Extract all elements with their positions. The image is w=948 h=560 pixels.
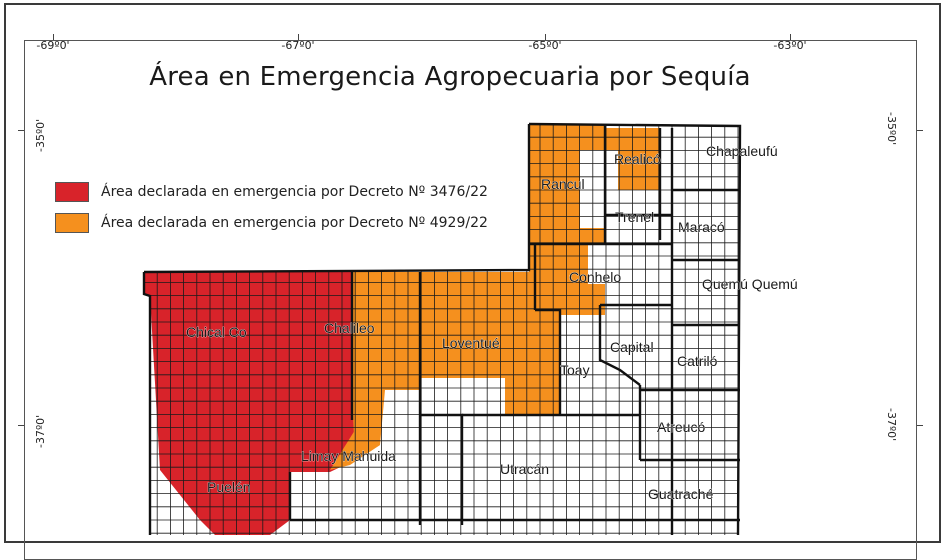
dept-label-toay: Toay [560,362,590,378]
dept-label-marac-: Maracó [678,219,725,235]
dept-label-limay-mahuida: Limay Mahuida [301,448,396,464]
graticule-label-top-2: -67º0' [281,39,315,52]
dept-label-loventu-: Loventué [442,335,500,351]
department-labels: Chapaleufú Realicó Rancul Trenel Maracó Conhe… [186,143,798,503]
dept-label-capital: Capital [610,339,654,355]
tick-top-3 [545,34,546,40]
tick-left-2 [18,425,24,426]
legend-label-decree-3476: Área declarada en emergencia por Decreto… [101,184,488,200]
tick-top-4 [790,34,791,40]
graticule-label-top-4: -63º0' [773,39,807,52]
dept-label-conhelo: Conhelo [569,269,621,285]
dept-label-realic-: Realicó [614,151,661,167]
dept-label-guatrach-: Guatraché [648,486,714,502]
legend-label-decree-4929: Área declarada en emergencia por Decreto… [101,215,488,231]
dept-label-chapaleuf-: Chapaleufú [706,143,778,159]
dept-label-catril-: Catriló [677,353,718,369]
area-orange-chalileo-loventue-conhelo [352,244,605,460]
department-border [142,272,152,535]
legend-item-decree-4929: Área declarada en emergencia por Decreto… [55,212,488,234]
department-border [535,308,562,415]
dept-label-puel-n: Puelén [207,479,251,495]
tick-top-1 [53,34,54,40]
dept-label-utrac-n: Utracán [500,461,549,477]
legend-swatch-orange [55,213,89,233]
map-title: Área en Emergencia Agropecuaria por Sequ… [149,62,751,92]
tick-top-2 [298,34,299,40]
province-map: Chapaleufú Realicó Rancul Trenel Maracó Conhe… [142,122,798,535]
department-border [598,305,641,386]
graticule-label-top-3: -65º0' [528,39,562,52]
tick-left-1 [18,130,24,131]
dept-label-rancul: Rancul [541,176,585,192]
tick-right-1 [917,130,923,131]
graticule-label-top-1: -69º0' [36,39,70,52]
department-borders [142,122,742,535]
dept-label-chalileo: Chalileo [324,320,375,336]
dept-label-chical-co: Chical Co [186,324,247,340]
legend-item-decree-3476: Área declarada en emergencia por Decreto… [55,181,488,203]
area-orange-rancul [529,124,605,244]
department-border [143,124,531,274]
dept-label-trenel: Trenel [615,209,654,225]
legend-swatch-red [55,182,89,202]
dept-label-atreuc-: Atreucó [657,419,705,435]
tick-right-2 [917,425,923,426]
department-border [528,122,742,535]
dept-label-quem-quem-: Quemú Quemú [702,276,798,292]
